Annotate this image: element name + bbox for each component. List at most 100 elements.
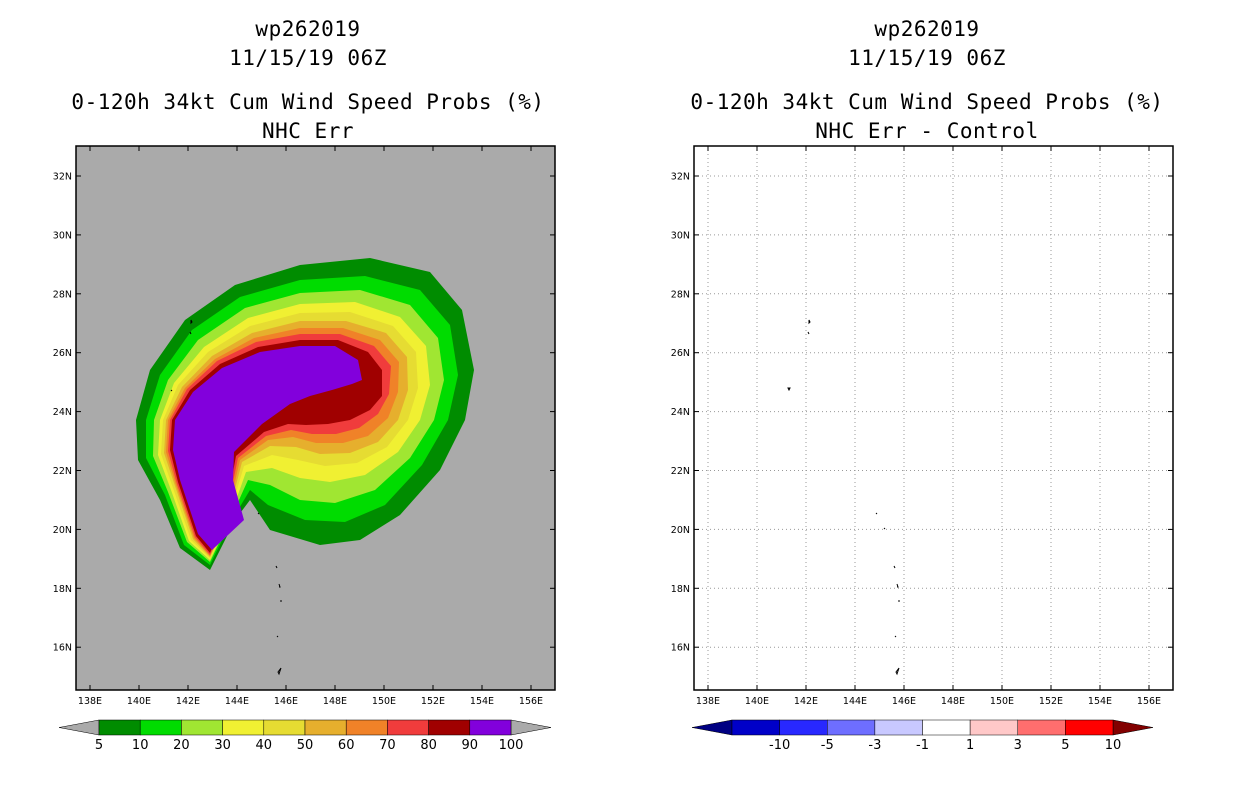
colorbar-label: 30	[214, 738, 231, 753]
right-colorbar: -10 -5 -3 -1 1 3 5 10	[691, 719, 1154, 753]
lat-tick-label: 32N	[53, 172, 72, 183]
colorbar-swatch	[139, 719, 182, 736]
colorbar-swatch	[1017, 719, 1066, 736]
colorbar-label: -1	[916, 738, 929, 753]
lat-tick-label: 16N	[671, 643, 690, 654]
colorbar-label: 100	[499, 738, 524, 753]
left-storm-id: wp262019	[255, 17, 361, 41]
right-subtitle: NHC Err - Control	[815, 119, 1039, 143]
lon-tick-label: 148E	[323, 696, 347, 707]
lat-tick-label: 28N	[671, 289, 690, 300]
colorbar-label: -5	[821, 738, 834, 753]
lon-tick-label: 148E	[941, 696, 965, 707]
lat-tick-label: 22N	[671, 466, 690, 477]
lon-tick-label: 150E	[372, 696, 396, 707]
colorbar-swatch	[98, 719, 141, 736]
right-difference-map: 32N 30N 28N 26N 24N 22N 20N 18N 16N 138E 140E 142E 1…	[671, 145, 1174, 753]
colorbar-label: -3	[868, 738, 881, 753]
colorbar-swatch	[469, 719, 512, 736]
lon-tick-label: 146E	[274, 696, 298, 707]
right-gridlines	[694, 146, 1173, 690]
lon-tick-label: 146E	[892, 696, 916, 707]
lat-tick-label: 30N	[671, 230, 690, 241]
colorbar-swatch	[345, 719, 388, 736]
colorbar-label: 5	[1061, 738, 1069, 753]
colorbar-swatch	[874, 719, 923, 736]
left-probability-map: 32N 30N 28N 26N 24N 22N 20N 18N 16N 138E 140E 142E 1…	[53, 145, 556, 753]
colorbar-end-triangle	[691, 719, 733, 736]
colorbar-swatch	[1065, 719, 1114, 736]
left-axes: 32N 30N 28N 26N 24N 22N 20N 18N 16N 138E 140E 142E 1…	[53, 146, 555, 707]
probability-swath	[136, 258, 474, 570]
lon-tick-label: 152E	[421, 696, 445, 707]
lon-tick-label: 142E	[176, 696, 200, 707]
left-map-frame	[75, 145, 556, 691]
left-subtitle: NHC Err	[261, 119, 354, 143]
colorbar-end-triangle	[58, 719, 100, 736]
lat-tick-label: 30N	[53, 230, 72, 241]
colorbar-swatch	[428, 719, 471, 736]
lat-tick-label: 20N	[53, 525, 72, 536]
lon-tick-label: 144E	[843, 696, 867, 707]
colorbar-label: 3	[1014, 738, 1022, 753]
colorbar-label: 10	[1105, 738, 1122, 753]
lon-tick-label: 142E	[794, 696, 818, 707]
lon-tick-label: 152E	[1039, 696, 1063, 707]
colorbar-swatch	[827, 719, 876, 736]
lat-tick-label: 18N	[53, 584, 72, 595]
right-island-outlines	[787, 319, 900, 676]
lon-tick-label: 154E	[470, 696, 494, 707]
lat-tick-label: 26N	[53, 348, 72, 359]
colorbar-label: 20	[173, 738, 190, 753]
colorbar-label: 80	[420, 738, 437, 753]
lat-tick-label: 22N	[53, 466, 72, 477]
colorbar-swatch	[779, 719, 828, 736]
colorbar-swatch	[304, 719, 347, 736]
prob-contour-90	[173, 346, 362, 550]
colorbar-label: 60	[338, 738, 355, 753]
lon-tick-label: 156E	[1137, 696, 1161, 707]
colorbar-swatch	[222, 719, 265, 736]
left-island-outlines	[170, 319, 282, 676]
lon-tick-label: 156E	[519, 696, 543, 707]
colorbar-swatch	[181, 719, 223, 736]
lat-tick-label: 28N	[53, 289, 72, 300]
right-map-frame	[693, 145, 1174, 691]
lon-tick-label: 138E	[696, 696, 720, 707]
colorbar-swatch	[263, 719, 306, 736]
lat-tick-label: 24N	[53, 407, 72, 418]
lon-tick-label: 138E	[78, 696, 102, 707]
lat-tick-label: 16N	[53, 643, 72, 654]
lat-tick-label: 24N	[671, 407, 690, 418]
colorbar-label: 90	[462, 738, 479, 753]
left-product-title: 0-120h 34kt Cum Wind Speed Probs (%)	[71, 90, 545, 114]
colorbar-swatch	[969, 719, 1018, 736]
right-product-title: 0-120h 34kt Cum Wind Speed Probs (%)	[690, 90, 1164, 114]
colorbar-swatch	[387, 719, 429, 736]
right-axes: 32N 30N 28N 26N 24N 22N 20N 18N 16N 138E 140E 142E 1…	[671, 146, 1173, 707]
colorbar-label: -10	[769, 738, 790, 753]
left-colorbar: 5 10 20 30 40 50 60 70 80 90 100	[58, 719, 552, 753]
left-datetime: 11/15/19 06Z	[229, 46, 387, 70]
colorbar-end-triangle	[1112, 719, 1154, 736]
colorbar-label: 10	[132, 738, 149, 753]
lat-tick-label: 18N	[671, 584, 690, 595]
lon-tick-label: 150E	[990, 696, 1014, 707]
colorbar-label: 40	[256, 738, 273, 753]
right-datetime: 11/15/19 06Z	[848, 46, 1006, 70]
colorbar-label: 1	[966, 738, 974, 753]
colorbar-label: 50	[297, 738, 314, 753]
lon-tick-label: 144E	[225, 696, 249, 707]
right-storm-id: wp262019	[874, 17, 980, 41]
colorbar-swatch	[922, 719, 971, 736]
right-map-background	[694, 146, 1173, 690]
lon-tick-label: 140E	[745, 696, 769, 707]
colorbar-label: 70	[379, 738, 396, 753]
lat-tick-label: 26N	[671, 348, 690, 359]
lon-tick-label: 154E	[1088, 696, 1112, 707]
lon-tick-label: 140E	[127, 696, 151, 707]
lat-tick-label: 20N	[671, 525, 690, 536]
island-shape	[787, 319, 900, 676]
colorbar-end-triangle	[510, 719, 552, 736]
colorbar-label: 5	[95, 738, 103, 753]
